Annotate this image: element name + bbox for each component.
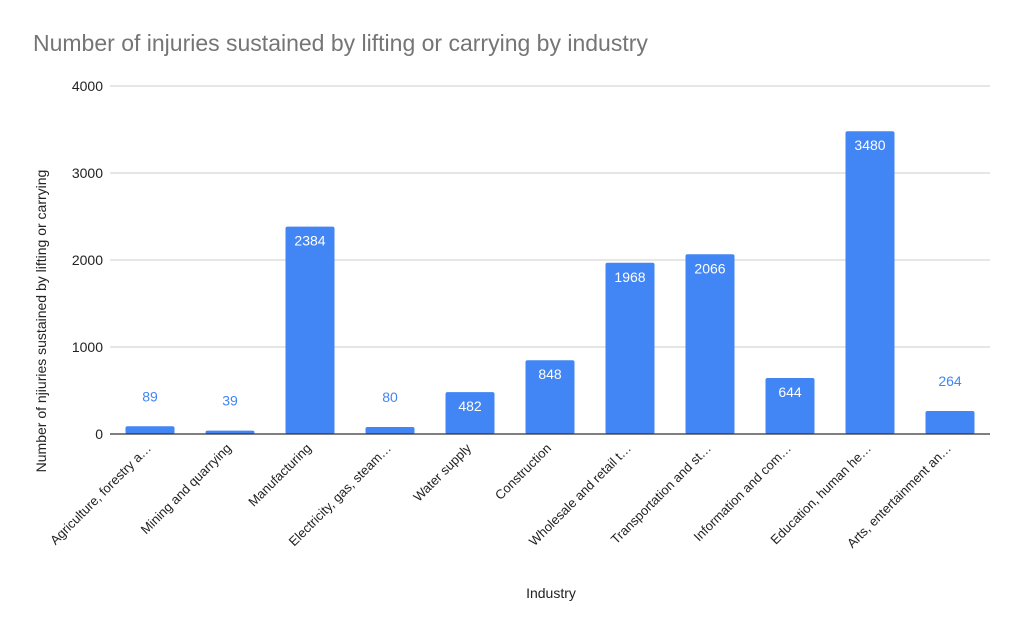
y-tick-label: 0: [95, 426, 103, 442]
data-label: 1968: [614, 269, 645, 285]
data-label: 848: [538, 366, 562, 382]
x-tick-label: Construction: [492, 441, 554, 503]
data-label: 264: [938, 373, 962, 389]
bar: [525, 360, 575, 434]
data-label: 80: [382, 389, 398, 405]
y-axis-title: Number of njiuries sustained by lifting …: [33, 170, 49, 473]
x-tick-label: Agriculture, forestry a…: [47, 441, 154, 548]
y-tick-label: 4000: [72, 78, 103, 94]
y-tick-label: 1000: [72, 339, 103, 355]
x-tick-label: Mining and quarrying: [138, 441, 234, 537]
x-tick-label: Manufacturing: [245, 441, 314, 510]
data-label: 2384: [294, 233, 325, 249]
bar: [605, 262, 655, 434]
bar: [685, 254, 735, 434]
bar: [205, 430, 255, 434]
bar: [125, 426, 175, 434]
data-label: 2066: [694, 260, 725, 276]
bar: [925, 411, 975, 434]
x-axis-title: Industry: [526, 585, 576, 601]
data-label: 39: [222, 393, 238, 409]
bar: [285, 226, 335, 434]
data-label: 89: [142, 388, 158, 404]
bar: [845, 131, 895, 435]
bar: [365, 427, 415, 434]
bar: [765, 377, 815, 434]
chart-title: Number of injuries sustained by lifting …: [33, 30, 648, 56]
x-tick-label: Water supply: [410, 440, 474, 504]
y-tick-label: 3000: [72, 165, 103, 181]
bar: [445, 392, 495, 434]
data-label: 3480: [854, 137, 885, 153]
data-label: 644: [778, 384, 802, 400]
data-label: 482: [458, 398, 482, 414]
y-tick-label: 2000: [72, 252, 103, 268]
